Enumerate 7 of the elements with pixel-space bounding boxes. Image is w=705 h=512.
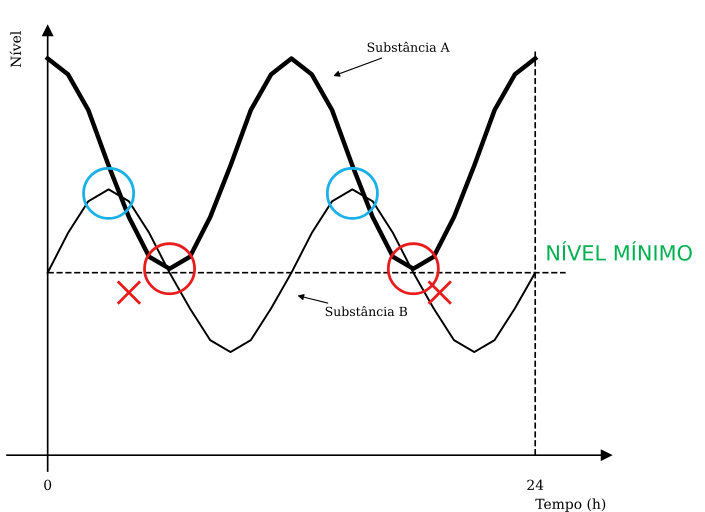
annotation: Substância B	[326, 306, 408, 316]
text: Substância A	[368, 42, 450, 52]
ref-line-label: NÍVEL MÍNIMO	[547, 241, 692, 261]
x-axis-title: Tempo (h)	[535, 498, 606, 512]
y-axis-title: Nível	[10, 31, 22, 68]
x-tick-label: 0	[44, 480, 52, 490]
x-tick-label: 24	[527, 480, 544, 490]
